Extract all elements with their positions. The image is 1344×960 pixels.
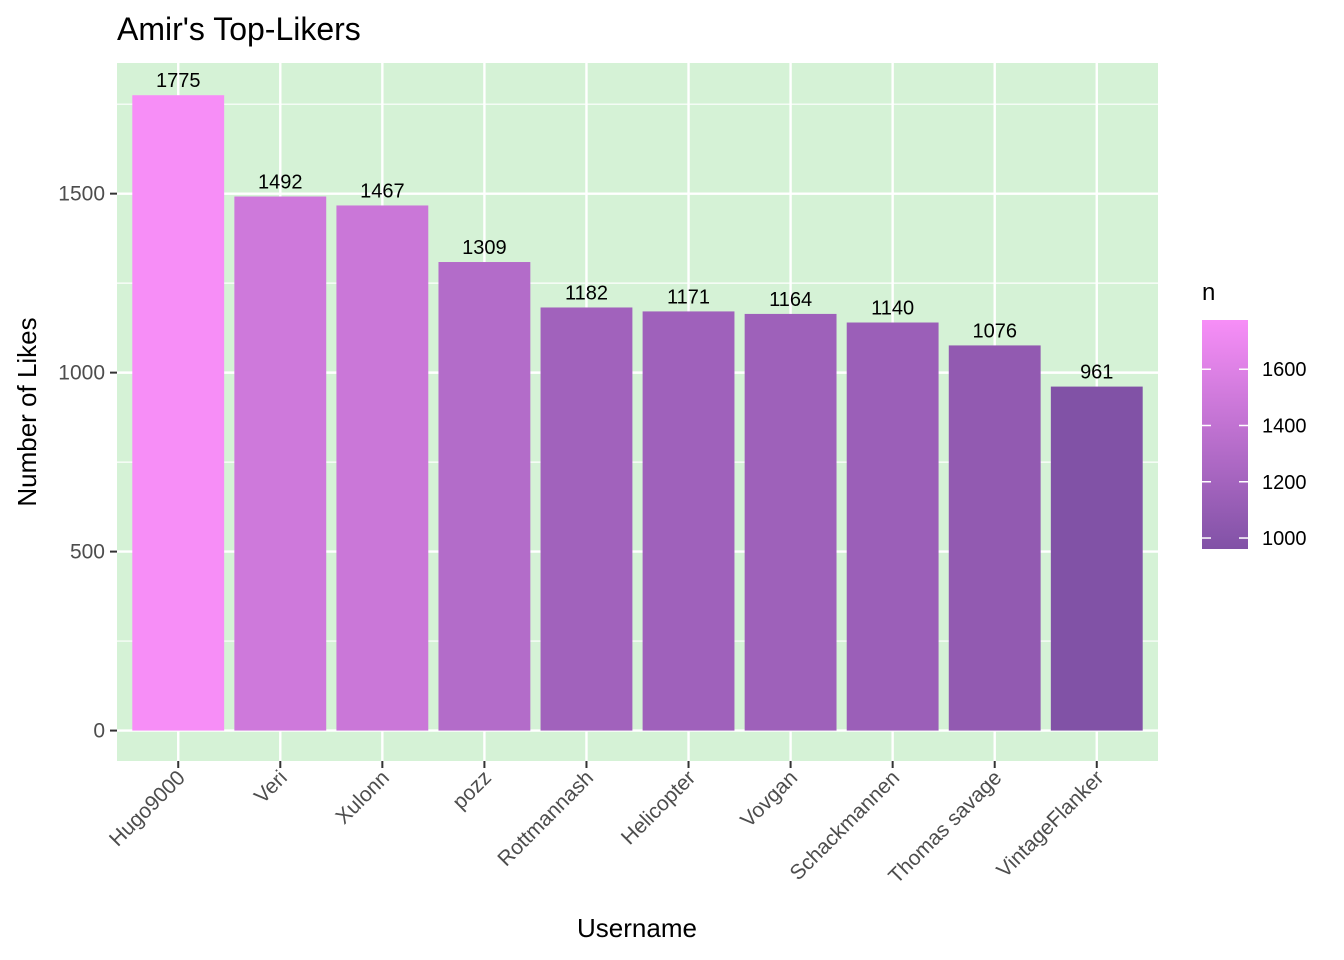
x-tick-label: Vovgan [736, 766, 802, 832]
y-tick-label: 1500 [58, 183, 105, 206]
x-tick-label: Rottmannash [493, 766, 598, 871]
bar-value-label: 1492 [258, 172, 303, 194]
x-tick-label: pozz [448, 766, 496, 814]
legend-tick-label: 1600 [1262, 359, 1307, 381]
bar-Vovgan [744, 313, 837, 731]
bars [132, 95, 1143, 731]
bar-value-label: 1309 [462, 237, 507, 259]
bar-Thomas savage [948, 345, 1041, 731]
bar-Helicopter [642, 311, 735, 731]
bar-value-label: 961 [1080, 362, 1113, 384]
bar-value-label: 1171 [667, 286, 710, 308]
bar-Hugo9000 [132, 95, 225, 731]
legend-tick-label: 1400 [1262, 415, 1307, 437]
bar-pozz [438, 262, 531, 731]
x-tick-label: VintageFlanker [992, 766, 1108, 882]
bar-VintageFlanker [1050, 386, 1143, 731]
x-tick-label: Thomas savage [884, 766, 1006, 888]
legend-title: n [1202, 279, 1215, 306]
bar-value-label: 1076 [972, 320, 1017, 342]
bar-Rottmannash [540, 307, 633, 731]
y-tick-label: 0 [93, 720, 105, 743]
bar-Schackmannen [846, 322, 939, 731]
x-tick-label: Schackmannen [786, 766, 905, 885]
bar-value-label: 1775 [156, 70, 201, 92]
legend-ticks: 1000 1200 1400 1600 [1202, 359, 1307, 550]
x-tick-label: Veri [250, 766, 292, 808]
chart-title: Amir's Top-Likers [117, 11, 361, 47]
legend-tick-label: 1000 [1262, 528, 1307, 550]
bar-Veri [234, 196, 327, 731]
bar-value-labels: 1775 1492 1467 1309 1182 1171 1164 1140 1076 961 [156, 70, 1113, 383]
legend-tick-label: 1200 [1262, 472, 1307, 494]
color-legend: n 1000 1200 1400 1600 [1202, 279, 1307, 550]
bar-Xulonn [336, 205, 429, 731]
x-tick-label: Xulonn [331, 766, 394, 829]
bar-value-label: 1140 [871, 298, 914, 320]
y-axis: 0 500 1000 1500 [58, 183, 117, 743]
x-axis-title: Username [577, 913, 697, 943]
bar-value-label: 1164 [769, 289, 812, 311]
x-tick-label: Hugo9000 [105, 766, 190, 851]
bar-value-label: 1467 [360, 180, 405, 202]
bar-value-label: 1182 [565, 282, 608, 304]
legend-colorbar [1202, 320, 1248, 549]
y-tick-label: 1000 [58, 362, 105, 385]
y-axis-title: Number of Likes [12, 317, 42, 506]
x-tick-label: Helicopter [617, 766, 700, 849]
y-tick-label: 500 [70, 541, 105, 564]
